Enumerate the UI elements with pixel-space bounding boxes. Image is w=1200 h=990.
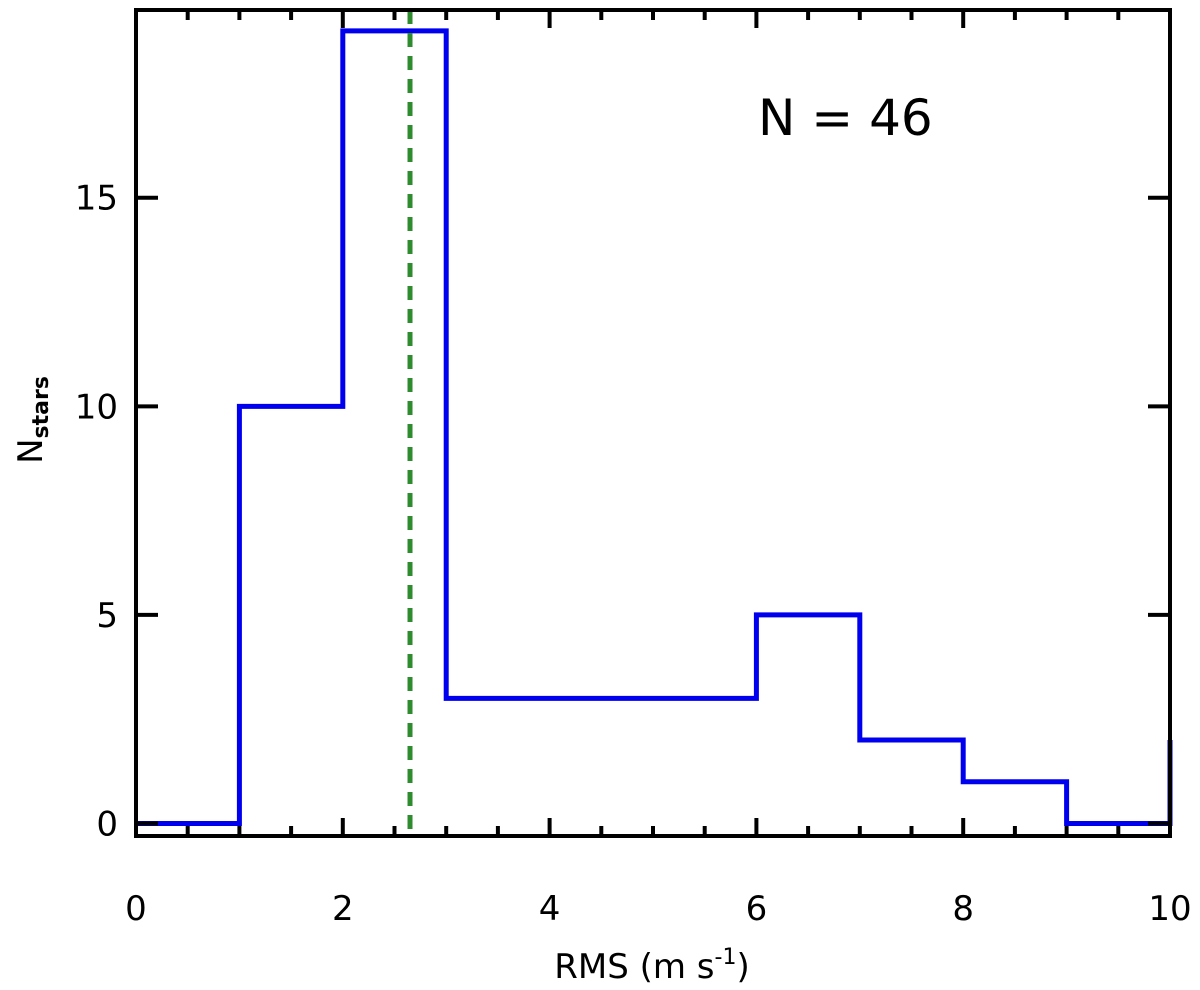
x-tick-label: 2 <box>332 889 354 929</box>
sample-size-annotation: N = 46 <box>758 89 933 147</box>
y-tick-label: 10 <box>75 387 118 427</box>
y-axis-label-main: N <box>11 438 51 463</box>
y-axis-label: Nstars <box>11 376 54 464</box>
x-tick-label: 6 <box>746 889 768 929</box>
x-tick-label: 10 <box>1148 889 1191 929</box>
x-axis-label-main: RMS (m s <box>554 947 714 987</box>
x-axis-label-end: ) <box>736 947 749 987</box>
y-tick-label: 5 <box>96 596 118 636</box>
x-tick-label: 8 <box>952 889 974 929</box>
x-axis-label-sup: -1 <box>715 945 737 970</box>
x-tick-label: 4 <box>539 889 561 929</box>
plot-area <box>136 10 1173 836</box>
axis-ticks <box>134 10 1172 836</box>
x-tick-label: 0 <box>125 889 147 929</box>
y-tick-label: 15 <box>75 179 118 219</box>
histogram-series-line <box>136 28 1173 826</box>
y-axis-label-sub: stars <box>29 376 54 438</box>
tick-labels: 0 2 4 6 8 10 0 5 10 15 <box>75 179 1192 929</box>
x-axis-label: RMS (m s-1) <box>554 945 749 987</box>
y-tick-label: 0 <box>96 804 118 844</box>
